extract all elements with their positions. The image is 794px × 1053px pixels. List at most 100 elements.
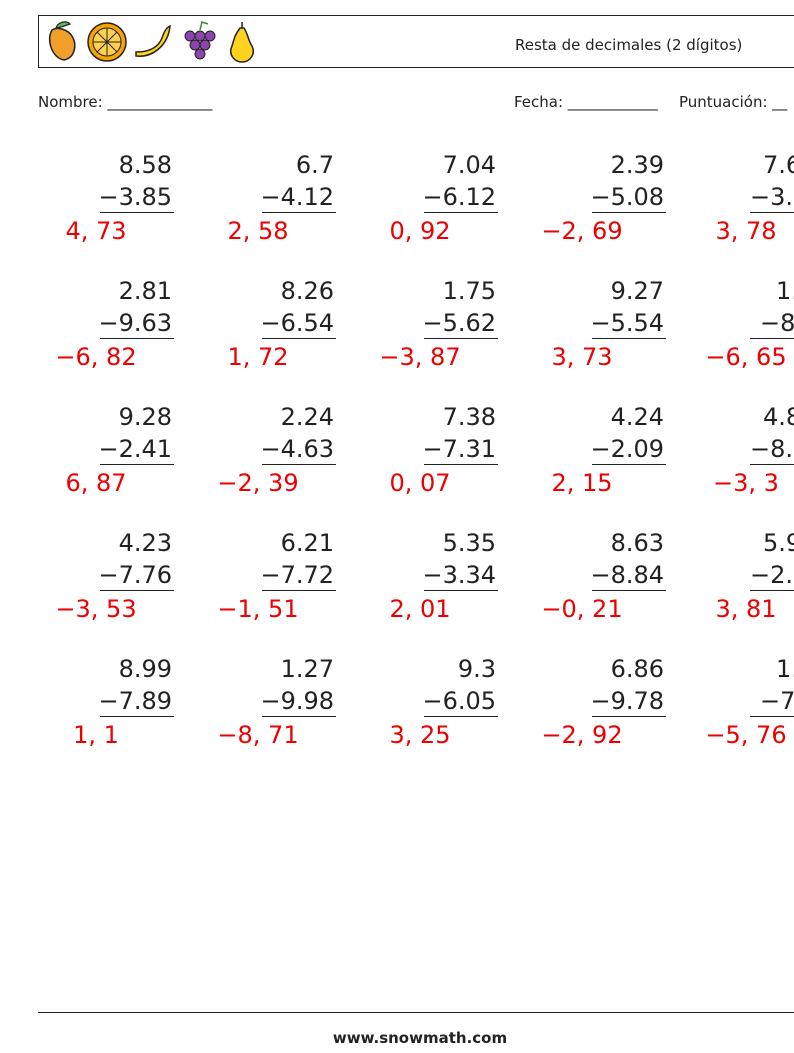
- answer: −2, 92: [541, 721, 623, 749]
- subtrahend: −9.78: [590, 687, 664, 715]
- answer-line: [100, 590, 174, 591]
- subtrahend: −7.72: [260, 561, 334, 589]
- minuend: 8.63: [610, 529, 664, 557]
- minuend: 2.24: [280, 403, 334, 431]
- answer-line: [100, 464, 174, 465]
- answer-line: [100, 338, 174, 339]
- minuend: 1.27: [280, 655, 334, 683]
- answer-line: [592, 212, 666, 213]
- subtrahend: −8.: [760, 309, 794, 337]
- answer: 4, 73: [65, 217, 127, 245]
- answer: −0, 21: [541, 595, 623, 623]
- answer-line: [750, 464, 794, 465]
- answer-line: [750, 338, 794, 339]
- subtrahend: −2.41: [98, 435, 172, 463]
- subtrahend: −6.05: [422, 687, 496, 715]
- answer: −3, 53: [55, 595, 137, 623]
- answer: 0, 07: [389, 469, 451, 497]
- answer-line: [262, 338, 336, 339]
- subtrahend: −4.12: [260, 183, 334, 211]
- minuend: 8.99: [118, 655, 172, 683]
- subtrahend: −8.1: [750, 435, 794, 463]
- minuend: 9.27: [610, 277, 664, 305]
- minuend: 9.3: [457, 655, 496, 683]
- subtrahend: −4.63: [260, 435, 334, 463]
- grapes-icon: [184, 21, 216, 60]
- answer: −1, 51: [217, 595, 299, 623]
- answer-line: [262, 212, 336, 213]
- answer: 2, 01: [389, 595, 451, 623]
- subtrahend: −2.09: [590, 435, 664, 463]
- answer-line: [100, 212, 174, 213]
- answer: −3, 87: [379, 343, 461, 371]
- subtrahend: −7.89: [98, 687, 172, 715]
- minuend: 1.75: [442, 277, 496, 305]
- orange-icon: [87, 22, 127, 62]
- subtrahend: −5.54: [590, 309, 664, 337]
- answer: −8, 71: [217, 721, 299, 749]
- answer-line: [592, 590, 666, 591]
- minuend: 6.86: [610, 655, 664, 683]
- subtrahend: −8.84: [590, 561, 664, 589]
- answer-line: [424, 590, 498, 591]
- subtrahend: −3.85: [98, 183, 172, 211]
- header-box: [38, 15, 794, 68]
- minuend: 6.7: [295, 151, 334, 179]
- score-field: Puntuación: __: [679, 93, 788, 111]
- subtrahend: −9.63: [98, 309, 172, 337]
- worksheet-title: Resta de decimales (2 dígitos): [515, 36, 743, 54]
- subtrahend: −3.8: [750, 183, 794, 211]
- answer-line: [750, 590, 794, 591]
- minuend: 5.35: [442, 529, 496, 557]
- answer-line: [750, 716, 794, 717]
- answer: −3, 3: [713, 469, 779, 497]
- minuend: 1.: [776, 277, 794, 305]
- minuend: 4.24: [610, 403, 664, 431]
- answer: 1, 72: [227, 343, 289, 371]
- pear-icon: [230, 22, 254, 63]
- answer-line: [750, 212, 794, 213]
- minuend: 8.58: [118, 151, 172, 179]
- answer-line: [262, 716, 336, 717]
- minuend: 5.9: [763, 529, 794, 557]
- fruit-icons: [48, 21, 254, 63]
- answer: 3, 25: [389, 721, 451, 749]
- answer-line: [424, 464, 498, 465]
- answer: −6, 82: [55, 343, 137, 371]
- footer-site: www.snowmath.com: [332, 1029, 508, 1047]
- subtrahend: −6.12: [422, 183, 496, 211]
- answer-line: [262, 590, 336, 591]
- answer: 0, 92: [389, 217, 451, 245]
- subtrahend: −9.98: [260, 687, 334, 715]
- minuend: 7.6: [763, 151, 794, 179]
- answer-line: [424, 716, 498, 717]
- answer-line: [592, 338, 666, 339]
- minuend: 4.23: [118, 529, 172, 557]
- subtrahend: −5.62: [422, 309, 496, 337]
- answer-line: [100, 716, 174, 717]
- minuend: 1.: [776, 655, 794, 683]
- answer: 3, 78: [715, 217, 777, 245]
- answer-line: [262, 464, 336, 465]
- name-field: Nombre: ______________: [38, 93, 213, 111]
- subtrahend: −2.1: [750, 561, 794, 589]
- answer: 1, 1: [73, 721, 119, 749]
- answer-line: [424, 212, 498, 213]
- answer-line: [592, 716, 666, 717]
- answer: −5, 76: [705, 721, 787, 749]
- mango-icon: [48, 21, 76, 61]
- minuend: 7.04: [442, 151, 496, 179]
- answer: 3, 73: [551, 343, 613, 371]
- footer-rule: [38, 1012, 794, 1013]
- minuend: 2.81: [118, 277, 172, 305]
- subtrahend: −6.54: [260, 309, 334, 337]
- subtrahend: −7.76: [98, 561, 172, 589]
- answer: −6, 65: [705, 343, 787, 371]
- answer-line: [592, 464, 666, 465]
- minuend: 9.28: [118, 403, 172, 431]
- answer: 2, 15: [551, 469, 613, 497]
- subtrahend: −7.31: [422, 435, 496, 463]
- banana-icon: [135, 24, 171, 57]
- date-field: Fecha: ____________: [514, 93, 658, 111]
